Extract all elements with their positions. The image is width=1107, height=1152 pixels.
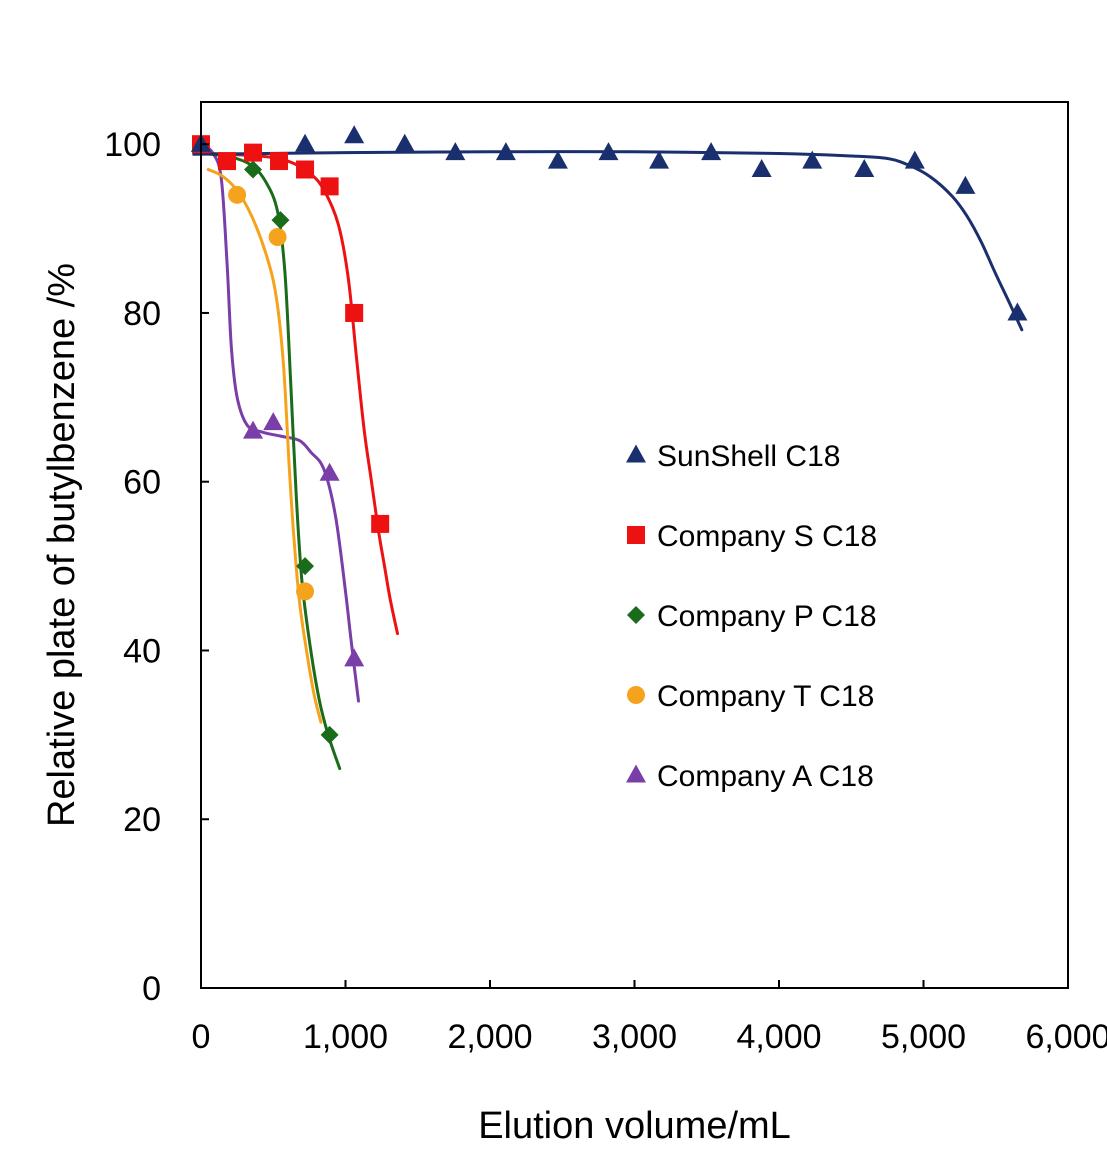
- data-point-company-s-c18: [296, 160, 315, 179]
- data-point-sunshell-c18: [802, 150, 823, 169]
- x-axis-ticks: 0 1,000 2,000 3,000 4,000 5,000 6,000: [192, 980, 1107, 1056]
- y-tick-label: 60: [123, 464, 161, 502]
- x-tick-label: 5,000: [881, 1018, 966, 1056]
- data-point-company-p-c18: [244, 160, 263, 179]
- data-point-company-p-c18: [320, 725, 339, 744]
- data-point-company-t-c18: [268, 228, 287, 247]
- data-point-company-s-c18: [218, 152, 237, 171]
- data-point-company-p-c18: [271, 211, 290, 230]
- fit-line-sunshell-c18: [192, 150, 1024, 332]
- data-point-company-a-c18: [319, 462, 340, 481]
- legend-marker-sunshell-c18: [626, 444, 646, 463]
- legend-label-company-p-c18: Company P C18: [657, 600, 877, 633]
- legend-marker-company-t-c18: [627, 686, 645, 704]
- data-point-sunshell-c18: [394, 133, 415, 152]
- data-point-company-a-c18: [243, 420, 264, 439]
- data-point-sunshell-c18: [751, 159, 772, 178]
- data-point-sunshell-c18: [295, 133, 316, 152]
- fit-line-company-a-c18: [199, 142, 360, 703]
- data-point-company-s-c18: [244, 143, 263, 162]
- y-axis-title: Relative plate of butylbenzene /%: [41, 263, 83, 827]
- x-tick-label: 2,000: [447, 1018, 532, 1056]
- data-point-sunshell-c18: [344, 125, 365, 144]
- x-tick-label: 0: [192, 1018, 211, 1056]
- data-point-sunshell-c18: [649, 150, 670, 169]
- x-tick-label: 4,000: [736, 1018, 821, 1056]
- data-point-company-s-c18: [270, 152, 289, 171]
- legend-label-company-s-c18: Company S C18: [657, 520, 877, 553]
- legend-label-company-a-c18: Company A C18: [657, 760, 874, 793]
- x-axis-title: Elution volume/mL: [478, 1105, 791, 1147]
- data-point-sunshell-c18: [854, 159, 875, 178]
- y-tick-label: 0: [142, 970, 161, 1008]
- data-point-company-a-c18: [263, 412, 284, 431]
- data-point-company-s-c18: [320, 177, 339, 196]
- data-point-company-s-c18: [371, 514, 390, 533]
- data-point-company-t-c18: [228, 185, 247, 204]
- data-point-sunshell-c18: [904, 150, 925, 169]
- legend-label-company-t-c18: Company T C18: [657, 680, 874, 713]
- legend-marker-company-p-c18: [627, 606, 645, 624]
- x-tick-label: 6,000: [1025, 1018, 1107, 1056]
- data-point-sunshell-c18: [701, 142, 722, 161]
- data-point-sunshell-c18: [445, 142, 466, 161]
- data-point-company-p-c18: [296, 557, 315, 576]
- data-point-sunshell-c18: [598, 142, 619, 161]
- legend-marker-company-s-c18: [627, 526, 645, 544]
- data-point-company-t-c18: [296, 582, 315, 601]
- data-point-sunshell-c18: [547, 150, 568, 169]
- y-tick-label: 40: [123, 632, 161, 670]
- y-tick-label: 100: [104, 126, 161, 164]
- data-point-company-a-c18: [344, 648, 365, 667]
- x-tick-label: 3,000: [592, 1018, 677, 1056]
- data-point-sunshell-c18: [955, 175, 976, 194]
- y-axis-ticks: 0 20 40 60 80 100: [104, 126, 209, 1008]
- data-point-sunshell-c18: [495, 142, 516, 161]
- data-point-company-s-c18: [345, 303, 364, 322]
- legend-marker-company-a-c18: [626, 764, 646, 783]
- x-tick-label: 1,000: [303, 1018, 388, 1056]
- y-tick-label: 80: [123, 295, 161, 333]
- legend: SunShell C18 Company S C18 Company P C18 Co…: [626, 440, 877, 793]
- y-tick-label: 20: [123, 801, 161, 839]
- legend-label-sunshell-c18: SunShell C18: [657, 440, 840, 473]
- data-point-sunshell-c18: [1007, 302, 1028, 321]
